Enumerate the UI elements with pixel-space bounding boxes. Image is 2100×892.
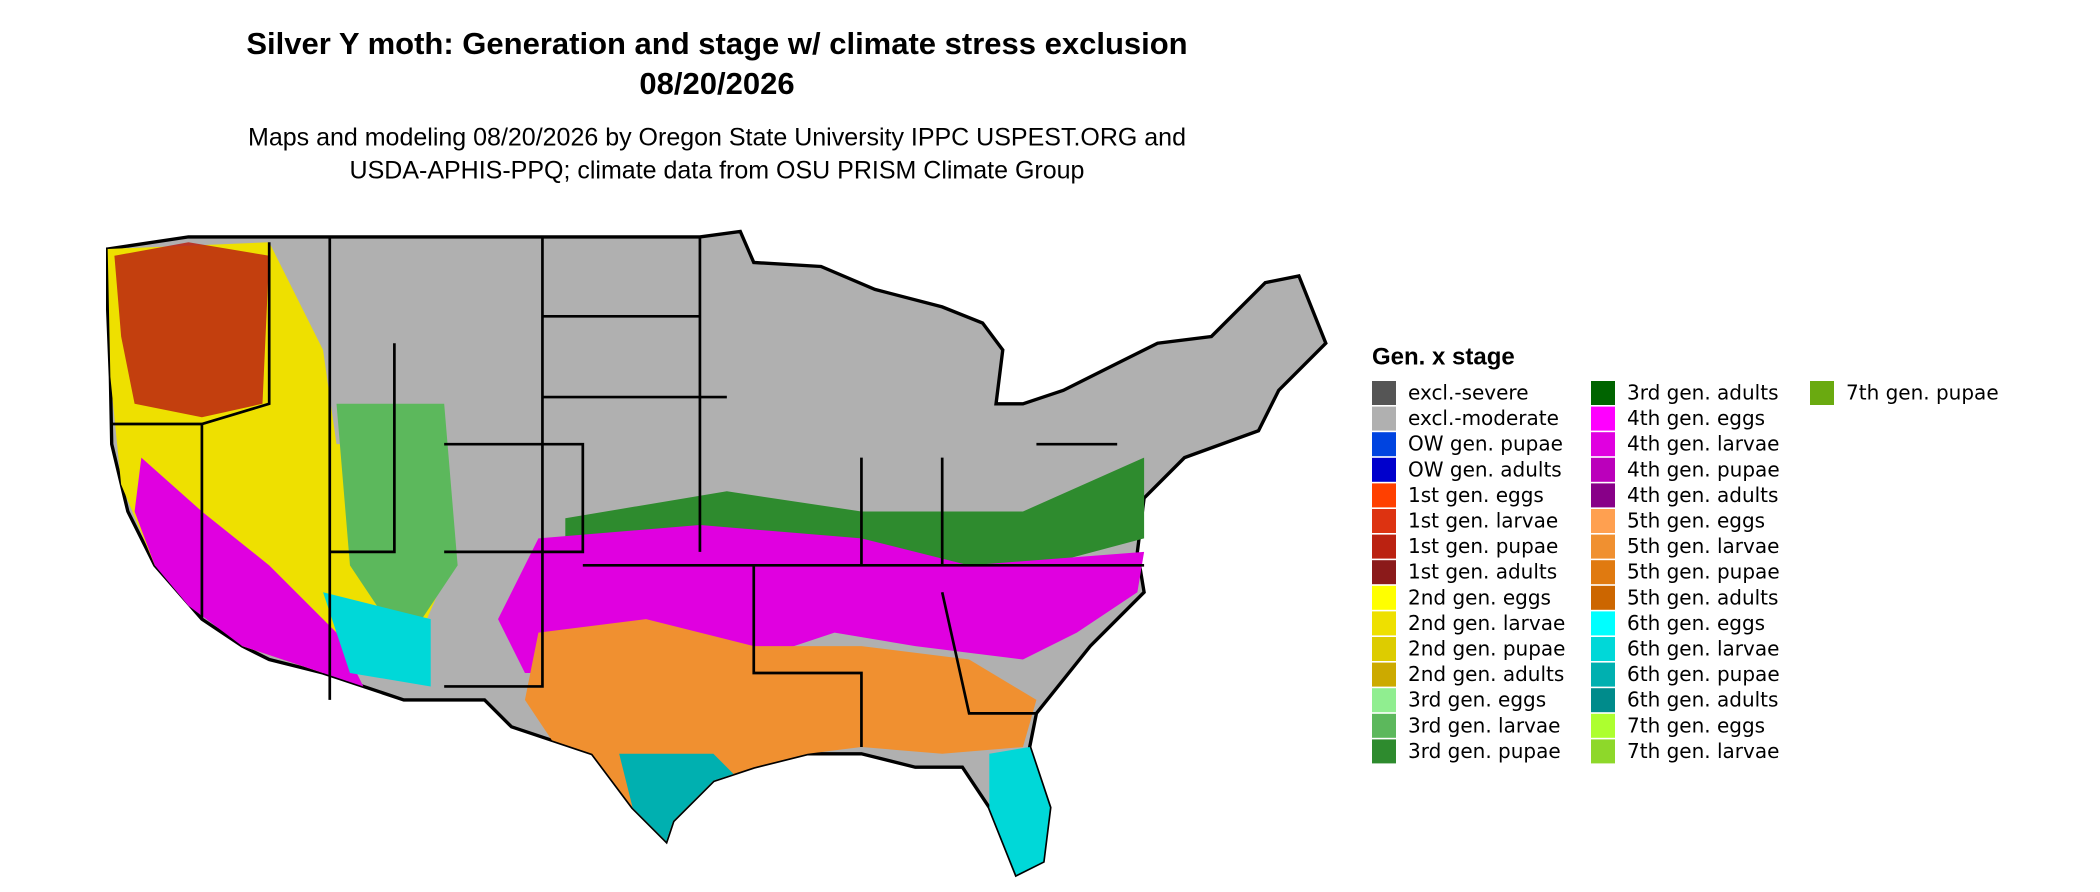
legend-label: 1st gen. larvae — [1408, 509, 1558, 533]
region — [498, 524, 1145, 673]
map — [105, 229, 1328, 878]
region — [336, 403, 458, 647]
legend-label: 2nd gen. larvae — [1408, 611, 1565, 635]
legend-swatch — [1591, 662, 1615, 687]
legend-swatch — [1591, 483, 1615, 508]
legend-swatch — [1591, 611, 1615, 636]
legend-label: 6th gen. adults — [1627, 688, 1778, 712]
legend-swatch — [1372, 483, 1396, 508]
legend-label: 3rd gen. larvae — [1408, 713, 1560, 737]
legend-label: 5th gen. pupae — [1627, 560, 1780, 584]
legend-label: 2nd gen. adults — [1408, 662, 1564, 686]
legend-label: 4th gen. larvae — [1627, 432, 1779, 456]
legend-swatch — [1372, 457, 1396, 482]
legend-label: OW gen. adults — [1408, 457, 1562, 481]
legend-label: 1st gen. adults — [1408, 560, 1557, 584]
legend-swatch — [1372, 432, 1396, 457]
legend-label: 6th gen. eggs — [1627, 611, 1765, 635]
state-lines — [111, 236, 1145, 748]
legend-swatch — [1372, 534, 1396, 559]
region — [989, 747, 1050, 875]
legend-label: 5th gen. adults — [1627, 585, 1778, 609]
legend-label: 4th gen. pupae — [1627, 457, 1780, 481]
legend-swatch — [1372, 688, 1396, 713]
legend-label: 3rd gen. eggs — [1408, 688, 1546, 712]
region — [323, 592, 431, 687]
legend-label: 4th gen. adults — [1627, 483, 1778, 507]
legend-label: 3rd gen. adults — [1627, 381, 1778, 405]
legend-label: 7th gen. eggs — [1627, 713, 1765, 737]
legend-swatch — [1591, 688, 1615, 713]
legend-swatch — [1591, 457, 1615, 482]
legend-label: 3rd gen. pupae — [1408, 739, 1561, 763]
legend-label: 2nd gen. pupae — [1408, 637, 1565, 661]
region — [619, 753, 734, 842]
subtitle: USDA-APHIS-PPQ; climate data from OSU PR… — [350, 157, 1085, 185]
legend-swatch — [1372, 509, 1396, 533]
legend-label: 2nd gen. eggs — [1408, 585, 1551, 609]
subtitle: Maps and modeling 08/20/2026 by Oregon S… — [248, 124, 1186, 152]
legend-swatch — [1372, 381, 1396, 405]
legend-swatch — [1591, 713, 1615, 738]
legend-label: 6th gen. larvae — [1627, 637, 1779, 661]
legend-swatch — [1591, 534, 1615, 559]
map-date: 08/20/2026 — [639, 66, 794, 101]
legend-swatch — [1372, 662, 1396, 687]
region — [114, 242, 270, 418]
legend-title: Gen. x stage — [1372, 343, 1515, 370]
legend-swatch — [1372, 713, 1396, 738]
legend-swatch — [1372, 739, 1396, 764]
legend-swatch — [1591, 739, 1615, 764]
legend-swatch — [1591, 585, 1615, 610]
legend-label: 4th gen. eggs — [1627, 406, 1765, 430]
legend-label: 7th gen. larvae — [1627, 739, 1779, 763]
legend-label: OW gen. pupae — [1408, 432, 1563, 456]
legend-swatch — [1591, 432, 1615, 457]
legend-swatch — [1372, 406, 1396, 431]
region — [134, 457, 364, 687]
legend-label: 5th gen. larvae — [1627, 534, 1779, 558]
legend-label: 7th gen. pupae — [1846, 381, 1999, 405]
legend-swatch — [1372, 560, 1396, 585]
legend-label: excl.-severe — [1408, 381, 1529, 405]
legend-swatch — [1591, 509, 1615, 533]
map-title: Silver Y moth: Generation and stage w/ c… — [246, 26, 1187, 61]
legend-label: 5th gen. eggs — [1627, 509, 1765, 533]
legend-swatch — [1591, 406, 1615, 431]
legend-swatch — [1372, 585, 1396, 610]
legend-swatch — [1372, 637, 1396, 661]
legend-label: 1st gen. eggs — [1408, 483, 1544, 507]
legend-swatch — [1810, 381, 1834, 405]
legend-swatch — [1372, 611, 1396, 636]
legend-swatch — [1591, 381, 1615, 405]
legend-swatch — [1591, 637, 1615, 661]
legend-swatch — [1591, 560, 1615, 585]
legend-label: excl.-moderate — [1408, 406, 1559, 430]
legend-label: 1st gen. pupae — [1408, 534, 1558, 558]
legend-label: 6th gen. pupae — [1627, 662, 1780, 686]
